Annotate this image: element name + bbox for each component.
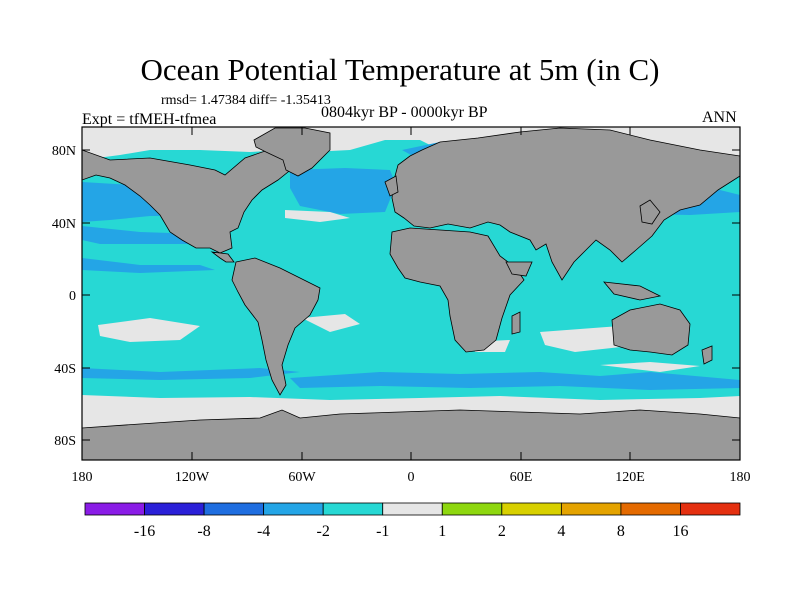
- latitude-labels: 80N 40N 0 40S 80S: [52, 144, 76, 449]
- south-pacific-neutral-patch: [98, 318, 200, 342]
- colorbar-swatch: [620, 502, 681, 516]
- colorbar-swatch: [203, 502, 265, 516]
- colorbar-label: -8: [197, 523, 210, 540]
- pacific-cooling-band: [82, 226, 210, 244]
- maritime-continent: [603, 281, 662, 301]
- southern-indian-neutral-patch: [600, 362, 700, 372]
- colorbar-swatch: [560, 502, 622, 516]
- new-zealand: [701, 345, 713, 365]
- antarctica: [82, 409, 740, 460]
- lat-label-0: 0: [69, 289, 76, 304]
- stats-text: rmsd= 1.47384 diff= -1.35413: [161, 93, 331, 108]
- longitude-ticks: [191, 127, 631, 460]
- colorbar-label: 4: [557, 523, 565, 540]
- north-atlantic-cooling: [290, 168, 396, 214]
- colorbar-swatch: [680, 502, 741, 516]
- madagascar: [511, 311, 521, 335]
- colorbar-label: -4: [257, 523, 270, 540]
- south-atlantic-neutral-patch: [302, 314, 360, 332]
- season-label: ANN: [702, 109, 737, 126]
- north-america: [82, 149, 297, 254]
- lat-label-80s: 80S: [54, 434, 76, 449]
- central-america: [210, 251, 235, 263]
- arabian-peninsula: [505, 261, 533, 277]
- lon-label-120e: 120E: [615, 470, 645, 485]
- colorbar-swatch: [441, 502, 503, 516]
- africa: [389, 227, 525, 353]
- colorbar-swatch: [263, 502, 324, 516]
- colorbar-swatch: [322, 502, 384, 516]
- lat-label-40s: 40S: [54, 362, 76, 377]
- colorbar-swatch: [144, 502, 205, 516]
- southern-pacific-cooling: [82, 368, 300, 380]
- colorbar-label: 1: [438, 523, 446, 540]
- greenland: [253, 127, 331, 177]
- lat-label-80n: 80N: [52, 144, 76, 159]
- longitude-labels: 180 120W 60W 0 60E 120E 180: [72, 470, 751, 485]
- lon-label-60e: 60E: [510, 470, 533, 485]
- lon-label-180w: 180: [72, 470, 93, 485]
- colorbar-label: 16: [672, 523, 688, 540]
- eurasia: [391, 127, 740, 281]
- southern-ocean-cooling: [290, 372, 740, 390]
- colorbar: [84, 502, 741, 516]
- colorbar-labels: -16 -8 -4 -2 -1 1 2 4 8 16: [134, 523, 689, 540]
- colorbar-label: 2: [498, 523, 506, 540]
- colorbar-label: -16: [134, 523, 155, 540]
- colorbar-swatch: [501, 502, 562, 516]
- colorbar-swatch: [382, 502, 443, 516]
- south-indian-neutral-patch: [540, 326, 630, 352]
- period-label: 0804kyr BP - 0000kyr BP: [321, 104, 488, 121]
- british-isles: [384, 175, 399, 197]
- lon-label-60w: 60W: [288, 470, 316, 485]
- lon-label-120w: 120W: [175, 470, 210, 485]
- tropical-pacific-band: [82, 258, 215, 273]
- latitude-ticks: [82, 149, 740, 441]
- colorbar-label: 8: [617, 523, 625, 540]
- japan: [639, 199, 661, 225]
- colorbar-label: -2: [317, 523, 330, 540]
- lon-label-180e: 180: [730, 470, 751, 485]
- south-america: [231, 257, 321, 396]
- colorbar-swatch: [84, 502, 145, 516]
- atlantic-neutral-patch: [285, 210, 350, 222]
- lat-label-40n: 40N: [52, 217, 76, 232]
- colorbar-label: -1: [376, 523, 389, 540]
- map-plot-area: [82, 127, 740, 460]
- experiment-label: Expt = tfMEH-tfmea: [82, 111, 217, 128]
- australia: [611, 303, 691, 356]
- land-masses: [82, 127, 740, 460]
- map-title: Ocean Potential Temperature at 5m (in C): [140, 52, 660, 87]
- lon-label-0: 0: [408, 470, 415, 485]
